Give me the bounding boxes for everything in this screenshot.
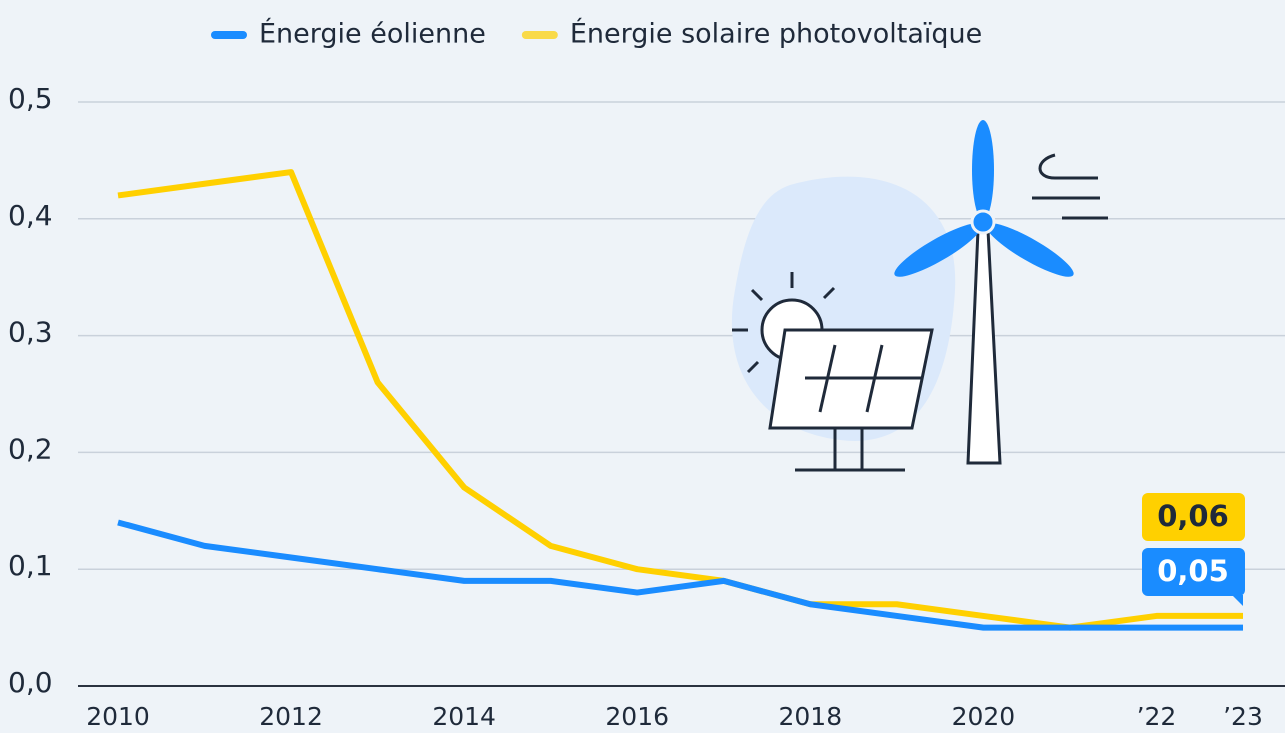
y-tick-label: 0,4	[8, 199, 53, 232]
x-tick-label: ’22	[1137, 702, 1177, 731]
x-tick-label: 2012	[259, 702, 323, 731]
y-tick-label: 0,2	[8, 432, 53, 465]
x-tick-label: 2016	[605, 702, 669, 731]
value-label: 0,05	[1157, 554, 1229, 588]
legend-label: Énergie solaire photovoltaïque	[570, 18, 982, 50]
chart: Énergie éolienne Énergie solaire photovol…	[0, 0, 1285, 733]
hub	[972, 211, 994, 233]
y-tick-label: 0,5	[8, 82, 53, 115]
y-tick-label: 0,0	[8, 666, 53, 699]
x-tick-label: ’23	[1223, 702, 1263, 731]
blade	[972, 120, 994, 220]
x-tick-label: 2020	[952, 702, 1016, 731]
legend: Énergie éolienne Énergie solaire photovol…	[215, 18, 982, 50]
x-tick-label: 2010	[86, 702, 150, 731]
x-tick-label: 2018	[778, 702, 842, 731]
value-label: 0,06	[1157, 499, 1229, 533]
y-tick-label: 0,1	[8, 549, 53, 582]
y-tick-label: 0,3	[8, 316, 53, 349]
legend-label: Énergie éolienne	[259, 18, 486, 50]
x-tick-label: 2014	[432, 702, 496, 731]
